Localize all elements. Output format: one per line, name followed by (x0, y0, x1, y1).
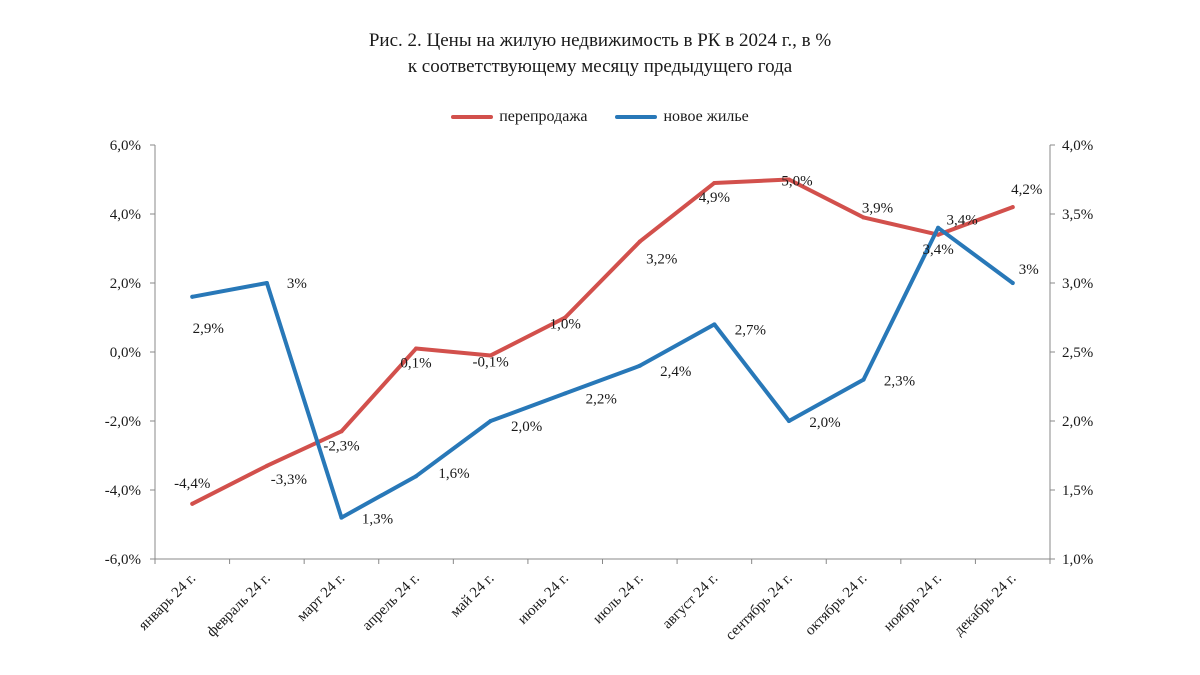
y-right-tick-label: 4,0% (1062, 138, 1093, 154)
x-category-label: сентябрь 24 г. (723, 571, 796, 644)
chart-title-line1: Рис. 2. Цены на жилую недвижимость в РК … (368, 30, 832, 51)
x-category-label: июль 24 г. (590, 571, 647, 628)
x-category-label: январь 24 г. (136, 571, 199, 634)
y-left-tick-label: -6,0% (105, 552, 141, 568)
legend-swatch-new (615, 115, 658, 119)
data-point-resale (861, 215, 866, 220)
data-label-new: 1,6% (438, 466, 469, 482)
y-right-tick-label: 3,5% (1062, 207, 1093, 223)
data-point-resale (264, 463, 269, 468)
legend-label-resale: перепродажа (499, 108, 588, 125)
legend: перепродажа новое жилье (0, 106, 1200, 126)
data-label-new: 2,0% (809, 415, 840, 431)
data-label-new: 3,4% (923, 242, 954, 258)
y-left-tick-label: 0,0% (110, 345, 141, 361)
data-label-new: 1,3% (362, 512, 393, 528)
x-category-label: август 24 г. (659, 571, 721, 633)
data-label-resale: 4,9% (699, 190, 730, 206)
data-point-new (488, 419, 493, 423)
data-label-resale: -3,3% (271, 472, 307, 488)
y-right-tick-label: 3,0% (1062, 276, 1093, 292)
data-label-resale: 3,9% (862, 200, 893, 216)
legend-item-new: новое жилье (615, 108, 749, 126)
data-point-new (637, 363, 642, 368)
data-label-new: 2,0% (511, 419, 542, 435)
chart-title-line2: к соответствующему месяцу предыдущего го… (407, 56, 793, 77)
data-label-resale: 5,0% (781, 174, 812, 190)
x-category-label: февраль 24 г. (204, 571, 274, 641)
data-label-new: 2,7% (735, 322, 766, 338)
series-line-new (190, 225, 1015, 520)
data-label-resale: 0,1% (400, 356, 431, 372)
data-point-resale (488, 353, 493, 358)
data-point-new (264, 281, 269, 285)
data-label-new: 2,3% (884, 374, 915, 390)
y-left-tick-label: 6,0% (110, 138, 141, 154)
data-point-resale (1010, 205, 1015, 210)
data-point-new (712, 322, 717, 327)
data-point-resale (563, 315, 568, 320)
data-label-new: 2,4% (660, 364, 691, 380)
x-category-label: ноябрь 24 г. (881, 571, 945, 635)
legend-swatch-resale (451, 115, 494, 119)
data-label-new: 2,9% (193, 321, 224, 337)
data-point-new (786, 419, 791, 423)
y-left-tick-label: -2,0% (105, 414, 141, 430)
x-category-label: май 24 г. (447, 571, 497, 621)
data-point-resale (414, 346, 419, 351)
data-point-resale (637, 239, 642, 244)
data-label-new: 2,2% (586, 391, 617, 407)
data-label-resale: -4,4% (174, 476, 210, 492)
data-point-new (936, 225, 941, 230)
data-point-resale (786, 177, 791, 182)
x-category-label: апрель 24 г. (359, 571, 422, 634)
data-label-new: 3% (287, 276, 307, 292)
data-label-resale: -0,1% (473, 354, 509, 370)
series-line-resale (190, 177, 1015, 506)
data-point-resale (712, 180, 717, 185)
data-label-resale: 3,2% (646, 252, 677, 268)
y-right-tick-label: 2,5% (1062, 345, 1093, 361)
data-point-new (190, 294, 195, 299)
chart-title: Рис. 2. Цены на жилую недвижимость в РК … (0, 28, 1200, 80)
data-point-new (563, 391, 568, 396)
data-point-new (1010, 281, 1015, 285)
x-category-label: март 24 г. (294, 571, 348, 625)
x-category-label: октябрь 24 г. (802, 571, 870, 639)
data-point-resale (190, 501, 195, 506)
data-point-new (414, 474, 419, 479)
data-point-resale (339, 429, 344, 434)
x-category-label: июнь 24 г. (515, 571, 572, 628)
y-right-tick-label: 2,0% (1062, 414, 1093, 430)
y-right-tick-label: 1,0% (1062, 552, 1093, 568)
data-label-new: 3% (1019, 262, 1039, 278)
y-left-tick-label: 2,0% (110, 276, 141, 292)
data-label-resale: 4,2% (1011, 182, 1042, 198)
y-right-tick-label: 1,5% (1062, 483, 1093, 499)
data-label-resale: 3,4% (947, 213, 978, 229)
x-category-label: декабрь 24 г. (951, 571, 1019, 639)
legend-label-new: новое жилье (663, 108, 749, 125)
data-point-new (339, 515, 344, 520)
data-label-resale: 1,0% (550, 317, 581, 333)
data-point-new (861, 377, 866, 382)
legend-item-resale: перепродажа (451, 108, 587, 126)
y-left-tick-label: -4,0% (105, 483, 141, 499)
data-label-resale: -2,3% (323, 438, 359, 454)
y-left-tick-label: 4,0% (110, 207, 141, 223)
